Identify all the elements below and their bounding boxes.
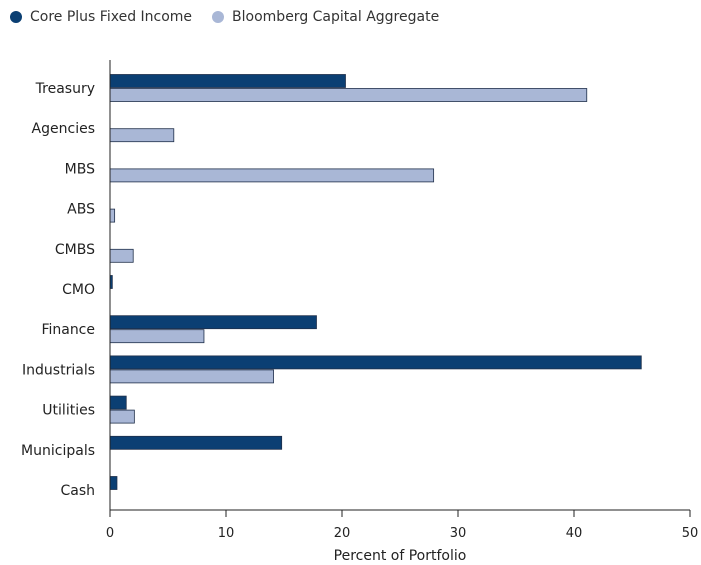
bar-bloomberg-aggregate [109,208,116,223]
bar-core-plus [109,315,317,330]
legend: Core Plus Fixed Income Bloomberg Capital… [10,9,459,25]
category-label: CMO [62,282,95,298]
legend-item-series-1: Core Plus Fixed Income [10,9,192,25]
bar-bloomberg-aggregate [109,409,135,424]
legend-swatch-series-1 [10,11,22,23]
legend-swatch-series-2 [212,11,225,23]
bar-bloomberg-aggregate [109,88,588,102]
category-label: Cash [60,483,95,499]
category-label: MBS [65,161,95,177]
bars-group [109,74,642,490]
category-label: Finance [41,322,95,338]
x-tick-label: 40 [566,526,583,541]
bar-bloomberg-aggregate [109,128,175,143]
bar-core-plus [109,435,283,450]
category-label: ABS [67,202,95,218]
category-label: CMBS [55,242,95,258]
bar-core-plus [109,476,118,490]
x-tick-label: 30 [450,526,467,541]
bar-core-plus [109,395,127,410]
bar-bloomberg-aggregate [109,248,134,263]
category-label: Agencies [32,121,95,137]
bar-bloomberg-aggregate [109,168,435,183]
legend-label-series-1: Core Plus Fixed Income [30,9,193,25]
legend-label-series-2: Bloomberg Capital Aggregate [232,9,440,25]
category-label: Industrials [22,362,95,378]
x-axis-ticks: 0 10 20 30 40 50 [106,510,698,541]
category-label: Treasury [35,81,95,97]
bar-bloomberg-aggregate [109,369,274,384]
category-label: Municipals [21,443,95,459]
category-labels: Treasury Agencies MBS ABS CMBS CMO Finance Indu… [21,81,95,499]
legend-item-series-2: Bloomberg Capital Aggregate [212,9,439,25]
x-tick-label: 20 [334,526,351,541]
category-label: Utilities [42,403,95,419]
x-axis-title: Percent of Portfolio [334,548,467,564]
bar-bloomberg-aggregate [109,329,205,344]
bar-core-plus [109,74,346,88]
x-tick-label: 0 [106,526,114,541]
bar-core-plus [109,355,642,370]
x-tick-label: 10 [218,526,235,541]
x-tick-label: 50 [682,526,699,541]
